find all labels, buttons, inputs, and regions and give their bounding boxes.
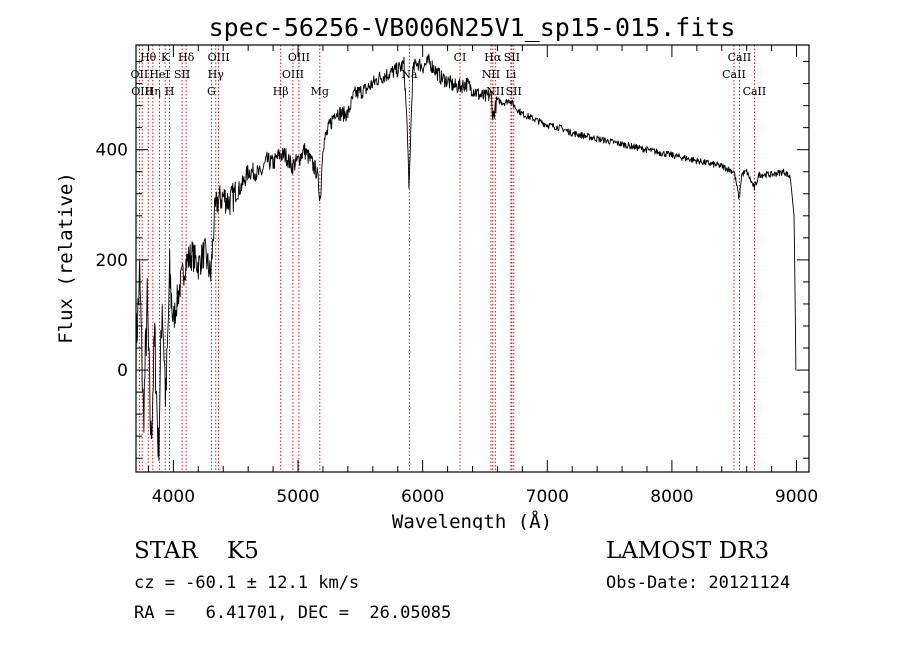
line-label-23: SII bbox=[506, 85, 522, 98]
spectrum-chart: spec-56256-VB006N25V1_sp15-015.fits Hθ OI… bbox=[55, 13, 818, 530]
line-marker-group bbox=[138, 45, 755, 472]
line-label-13: OIII bbox=[288, 51, 310, 64]
line-label-19: SII bbox=[504, 51, 520, 64]
line-label-24: CaII bbox=[728, 51, 752, 64]
line-label-18: Hα bbox=[484, 51, 502, 64]
spectrum-line bbox=[135, 53, 797, 461]
x-axis: 4000 5000 6000 7000 8000 9000 bbox=[147, 45, 818, 507]
line-label-2: OIII bbox=[131, 85, 153, 98]
line-label-7: Hδ bbox=[178, 51, 195, 64]
y-tick-label: 400 bbox=[96, 141, 128, 161]
line-label-14: OIII bbox=[282, 68, 304, 81]
y-axis-label: Flux (relative) bbox=[55, 172, 77, 344]
line-label-25: CaII bbox=[722, 68, 746, 81]
line-label-21: Li bbox=[505, 68, 516, 81]
x-tick-label: 8000 bbox=[650, 487, 693, 507]
survey-name: LAMOST DR3 bbox=[606, 538, 770, 564]
x-tick-label: 9000 bbox=[775, 487, 818, 507]
line-label-5: HeI bbox=[149, 68, 169, 81]
line-label-26: CaII bbox=[743, 85, 767, 98]
line-label-12: Hβ bbox=[273, 85, 289, 98]
line-label-20: NII bbox=[482, 68, 500, 81]
line-label-8: SII bbox=[174, 68, 190, 81]
x-tick-label: 6000 bbox=[401, 487, 444, 507]
line-label-17: CI bbox=[454, 51, 467, 64]
y-tick-label: 200 bbox=[96, 251, 128, 271]
line-label-10: Hγ bbox=[208, 68, 225, 81]
line-label-1: OII bbox=[131, 68, 149, 81]
line-label-0: Hθ bbox=[140, 51, 157, 64]
x-tick-label: 7000 bbox=[526, 487, 569, 507]
line-label-22: NII bbox=[486, 85, 504, 98]
line-label-11: G bbox=[207, 85, 216, 98]
line-label-3: Hη bbox=[145, 85, 161, 98]
line-label-15: Mg bbox=[311, 85, 329, 98]
obs-date: Obs-Date: 20121124 bbox=[606, 573, 791, 593]
x-axis-label: Wavelength (Å) bbox=[392, 510, 552, 530]
x-tick-label: 4000 bbox=[152, 487, 195, 507]
line-label-4: K bbox=[161, 51, 170, 64]
line-label-16: Na bbox=[401, 68, 418, 81]
chart-title: spec-56256-VB006N25V1_sp15-015.fits bbox=[209, 13, 736, 42]
plot-frame bbox=[135, 44, 810, 473]
line-label-6: H bbox=[165, 85, 175, 98]
line-label-9: OIII bbox=[208, 51, 230, 64]
coordinates: RA = 6.41701, DEC = 26.05085 bbox=[134, 603, 452, 623]
object-class: STAR K5 bbox=[134, 538, 259, 564]
y-tick-label: 0 bbox=[117, 361, 128, 381]
x-tick-label: 5000 bbox=[276, 487, 319, 507]
redshift-text: cz = -60.1 ± 12.1 km/s bbox=[134, 573, 360, 593]
y-axis: 0 200 400 bbox=[96, 61, 809, 459]
spectrum-series bbox=[135, 53, 797, 461]
